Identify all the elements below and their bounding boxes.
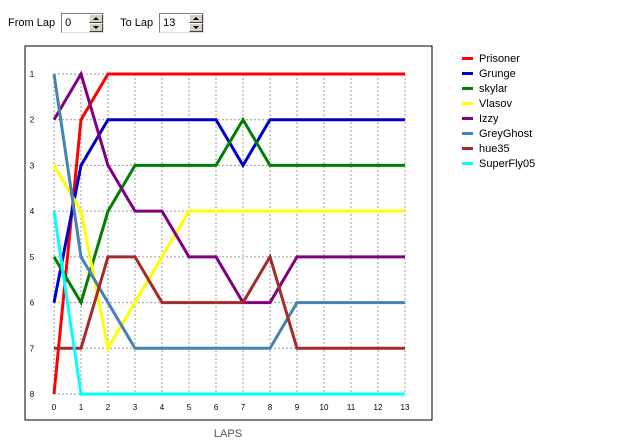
chart-frame	[24, 45, 433, 421]
x-tick-label: 8	[268, 403, 273, 412]
y-tick-label: 8	[30, 390, 35, 399]
legend-item: Grunge	[462, 66, 535, 81]
y-tick-label: 5	[30, 253, 35, 262]
series-line-hue35	[54, 253, 405, 350]
legend-swatch	[462, 117, 473, 120]
y-tick-label: 3	[30, 161, 35, 170]
legend-item: hue35	[462, 141, 535, 156]
legend-label: Prisoner	[479, 52, 520, 65]
x-tick-label: 10	[320, 403, 329, 412]
x-tick-label: 13	[401, 403, 410, 412]
y-tick-label: 2	[30, 116, 35, 125]
legend-label: Grunge	[479, 67, 516, 80]
legend-label: Izzy	[479, 112, 499, 125]
legend-label: SuperFly05	[479, 157, 536, 170]
chart-legend: Prisoner Grunge skylar Vlasov Izzy GreyGhost h…	[462, 51, 535, 171]
to-lap-label: To Lap	[120, 17, 154, 29]
legend-label: hue35	[479, 142, 510, 155]
arrow-down-icon	[93, 26, 100, 29]
from-lap-decrement-button[interactable]	[89, 23, 104, 32]
legend-item: GreyGhost	[462, 126, 535, 141]
y-tick-label: 1	[30, 70, 35, 79]
to-lap-input[interactable]	[160, 14, 190, 32]
series-line-izzy	[52, 70, 405, 305]
legend-item: SuperFly05	[462, 156, 535, 171]
x-tick-label: 3	[133, 403, 138, 412]
y-tick-label: 4	[30, 207, 35, 216]
y-tick-label: 6	[30, 299, 35, 308]
legend-label: GreyGhost	[479, 127, 533, 140]
legend-item: Prisoner	[462, 51, 535, 66]
from-lap-label: From Lap	[8, 17, 56, 29]
x-tick-label: 0	[52, 403, 57, 412]
arrow-up-icon	[193, 17, 200, 20]
arrow-up-icon	[93, 17, 100, 20]
x-tick-label: 6	[214, 403, 219, 412]
series-line-greyghost	[52, 73, 405, 350]
arrow-down-icon	[193, 26, 200, 29]
series-line-vlasov	[52, 164, 405, 353]
x-axis-label: LAPS	[214, 428, 242, 440]
x-tick-label: 1	[79, 403, 84, 412]
legend-swatch	[462, 147, 473, 150]
y-tick-label: 7	[30, 344, 35, 353]
to-lap-decrement-button[interactable]	[189, 23, 204, 32]
series-line-skylar	[52, 116, 405, 307]
x-tick-label: 7	[241, 403, 246, 412]
to-lap-stepper[interactable]	[159, 13, 205, 33]
from-lap-input[interactable]	[62, 14, 90, 32]
series-line-prisoner	[52, 72, 405, 395]
lap-range-toolbar: From Lap To Lap	[8, 12, 220, 34]
legend-item: Izzy	[462, 111, 535, 126]
legend-label: skylar	[479, 82, 508, 95]
x-tick-label: 12	[374, 403, 383, 412]
legend-swatch	[462, 72, 473, 75]
legend-item: Vlasov	[462, 96, 535, 111]
x-tick-label: 11	[347, 403, 356, 412]
from-lap-increment-button[interactable]	[89, 14, 104, 23]
legend-swatch	[462, 57, 473, 60]
from-lap-stepper[interactable]	[61, 13, 105, 33]
legend-item: skylar	[462, 81, 535, 96]
legend-label: Vlasov	[479, 97, 513, 110]
x-tick-label: 5	[187, 403, 192, 412]
x-tick-label: 4	[160, 403, 165, 412]
x-tick-label: 2	[106, 403, 111, 412]
legend-swatch	[462, 132, 473, 135]
to-lap-increment-button[interactable]	[189, 14, 204, 23]
legend-swatch	[462, 87, 473, 90]
x-tick-label: 9	[295, 403, 300, 412]
legend-swatch	[462, 162, 473, 165]
legend-swatch	[462, 102, 473, 105]
series-line-superfly05	[52, 210, 405, 396]
chart-series	[52, 70, 405, 396]
